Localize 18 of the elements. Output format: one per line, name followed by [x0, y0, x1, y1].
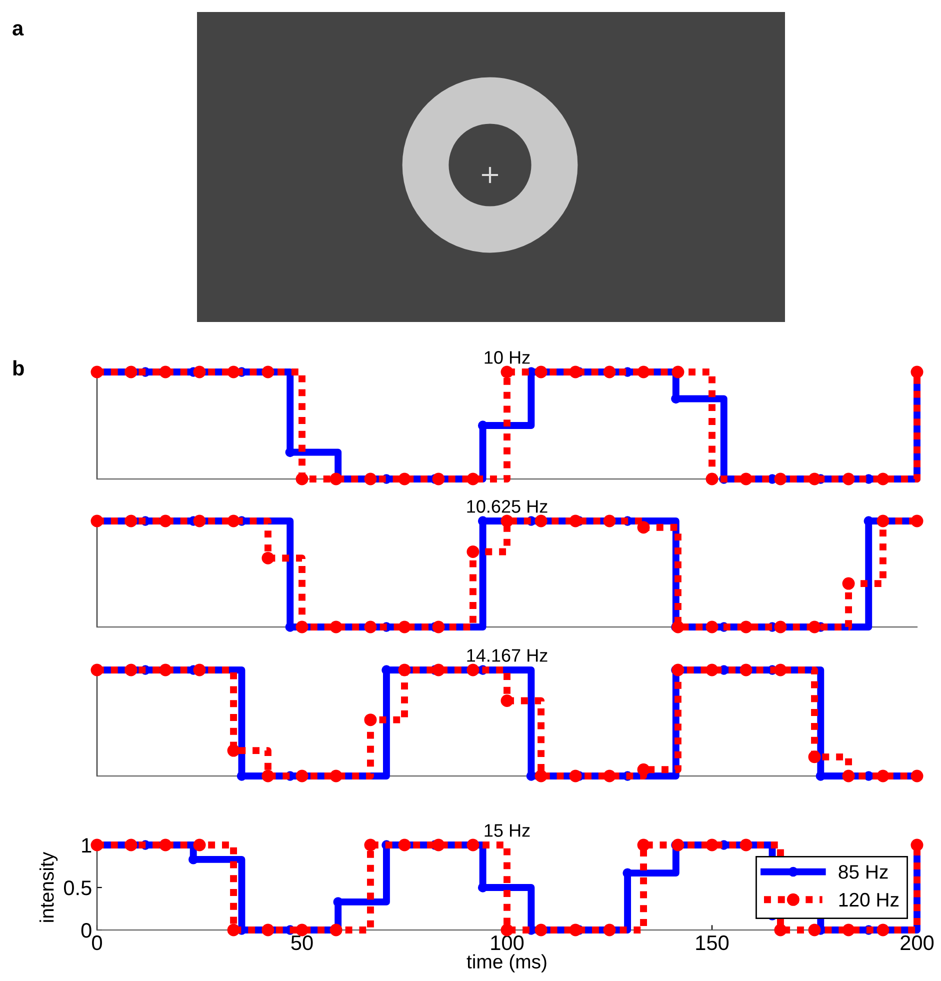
- chart-title: 14.167 Hz: [467, 649, 548, 662]
- chart-title: 15 Hz: [484, 824, 530, 837]
- x-tick-label: 50: [291, 935, 313, 950]
- legend-label: 120 Hz: [839, 892, 899, 907]
- x-tick-label: 200: [900, 935, 934, 950]
- y-tick-label: 0: [81, 923, 92, 938]
- x-tick-label: 100: [491, 935, 524, 950]
- text: a: [12, 24, 24, 36]
- x-axis-title: time (ms): [466, 954, 546, 972]
- text: b: [13, 360, 24, 376]
- legend-label: 85 Hz: [838, 865, 888, 879]
- y-tick-label: 0.5: [64, 880, 92, 896]
- chart-title: 10.625 Hz: [467, 500, 548, 513]
- x-tick-label: 150: [696, 935, 729, 950]
- x-tick-label: 0: [92, 935, 102, 950]
- y-axis-title: intensity: [40, 852, 58, 922]
- y-tick-label: 1: [82, 838, 92, 853]
- chart-title: 10 Hz: [484, 351, 530, 364]
